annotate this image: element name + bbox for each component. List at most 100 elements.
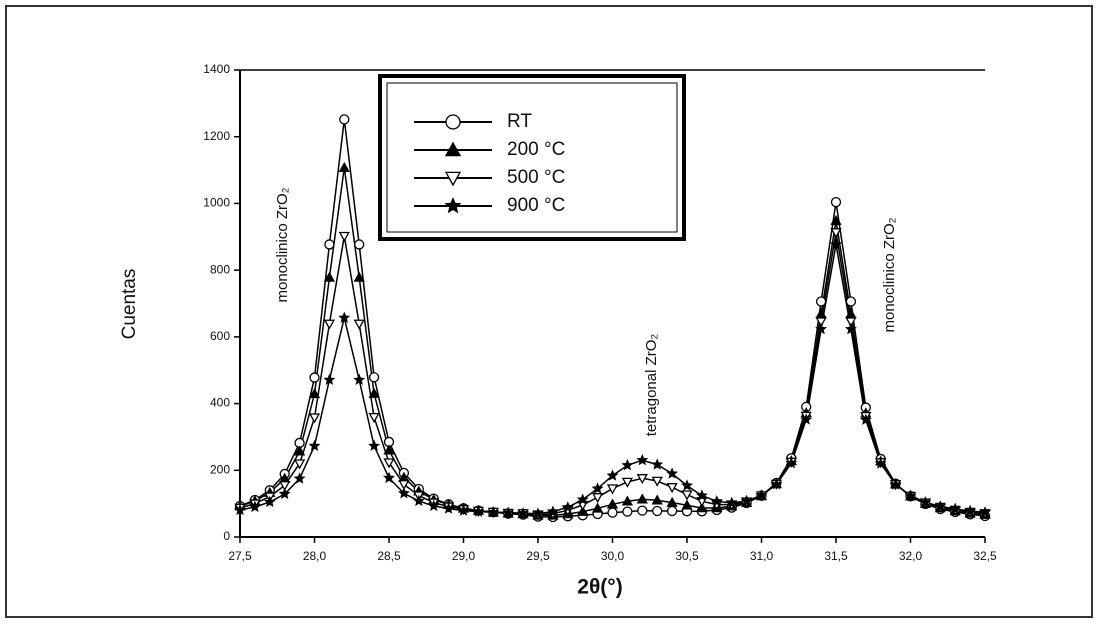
data-point — [681, 479, 693, 491]
data-point — [830, 214, 842, 226]
data-point — [710, 495, 723, 507]
data-point — [502, 506, 515, 518]
data-point — [889, 478, 902, 490]
x-tick-label: 32,5 — [973, 549, 997, 563]
data-point — [323, 373, 336, 385]
y-tick-label: 0 — [223, 529, 230, 543]
data-point — [770, 477, 783, 490]
x-tick-label: 29,0 — [452, 549, 476, 563]
data-point — [353, 319, 365, 330]
data-point — [949, 502, 962, 515]
data-point — [621, 477, 634, 488]
y-tick-label: 200 — [210, 462, 230, 476]
data-point — [397, 487, 410, 499]
data-point — [800, 413, 813, 425]
y-tick-label: 1200 — [203, 129, 230, 143]
data-point — [278, 487, 291, 500]
legend: RT 200 °C 500 °C 900 °C — [378, 74, 686, 241]
legend-label: 500 °C — [507, 167, 565, 188]
y-tick-label: 1000 — [203, 196, 230, 210]
data-point — [354, 239, 365, 250]
data-point — [338, 311, 351, 323]
data-point — [666, 496, 678, 507]
data-point — [457, 504, 470, 516]
data-point — [577, 505, 589, 516]
data-point — [353, 373, 366, 385]
data-point — [979, 506, 991, 518]
x-tick-label: 31,0 — [750, 549, 774, 563]
data-point — [622, 506, 633, 517]
x-tick-label: 29,5 — [526, 549, 550, 563]
data-point — [383, 444, 395, 455]
data-point — [591, 482, 604, 494]
data-point — [279, 481, 291, 492]
data-point — [606, 484, 619, 495]
data-point — [830, 238, 842, 250]
legend-label: 900 °C — [507, 195, 565, 216]
data-point — [383, 458, 395, 469]
data-point — [964, 504, 977, 517]
legend-marker — [444, 171, 462, 187]
x-tick-label: 28,0 — [303, 549, 327, 563]
data-point — [874, 457, 887, 469]
data-point — [293, 445, 306, 456]
x-tick-label: 30,5 — [675, 549, 699, 563]
data-point — [785, 456, 798, 469]
data-point — [681, 490, 693, 501]
legend-label: 200 °C — [507, 139, 565, 160]
data-point — [472, 505, 485, 517]
y-tick-label: 1400 — [203, 62, 230, 76]
data-point — [725, 496, 738, 509]
data-point — [368, 412, 380, 424]
legend-box — [378, 74, 686, 241]
legend-marker — [444, 141, 462, 157]
x-tick-label: 27,5 — [228, 549, 252, 563]
data-point — [830, 196, 842, 208]
data-point — [412, 494, 425, 507]
data-point — [636, 493, 648, 504]
x-tick-label: 32,0 — [899, 549, 923, 563]
data-point — [308, 388, 321, 399]
data-point — [323, 271, 336, 282]
data-point — [636, 453, 649, 466]
data-point — [398, 480, 410, 491]
data-point — [517, 507, 530, 519]
data-point — [606, 469, 619, 481]
data-point — [636, 474, 648, 485]
data-point — [293, 472, 306, 484]
data-point — [815, 296, 827, 307]
data-point — [755, 489, 768, 501]
data-point — [546, 505, 559, 517]
y-tick-label: 600 — [210, 329, 230, 343]
y-axis-label: Cuentas — [119, 269, 140, 340]
data-point — [234, 503, 246, 516]
data-point — [561, 501, 574, 513]
data-point — [606, 498, 619, 509]
data-point — [368, 387, 380, 398]
annotation: tetragonal ZrO₂ — [643, 334, 660, 437]
data-point — [904, 489, 917, 501]
data-point — [308, 439, 321, 451]
data-point — [591, 493, 604, 504]
data-point — [576, 493, 589, 505]
data-point — [651, 494, 663, 505]
data-point — [442, 502, 455, 514]
data-point — [696, 502, 708, 513]
data-point — [666, 505, 678, 517]
data-point — [919, 496, 932, 508]
data-point — [637, 505, 648, 516]
y-tick-label: 400 — [210, 396, 230, 410]
data-point — [323, 319, 336, 330]
data-point — [815, 317, 827, 328]
data-point — [845, 296, 857, 307]
data-point — [651, 476, 663, 487]
data-point — [308, 413, 321, 424]
data-point — [651, 458, 664, 470]
data-point — [740, 494, 753, 507]
data-point — [324, 239, 335, 250]
data-point — [532, 507, 544, 519]
annotation: monoclinico ZrO₂ — [881, 217, 898, 332]
data-point — [293, 459, 306, 470]
data-point — [666, 467, 679, 479]
